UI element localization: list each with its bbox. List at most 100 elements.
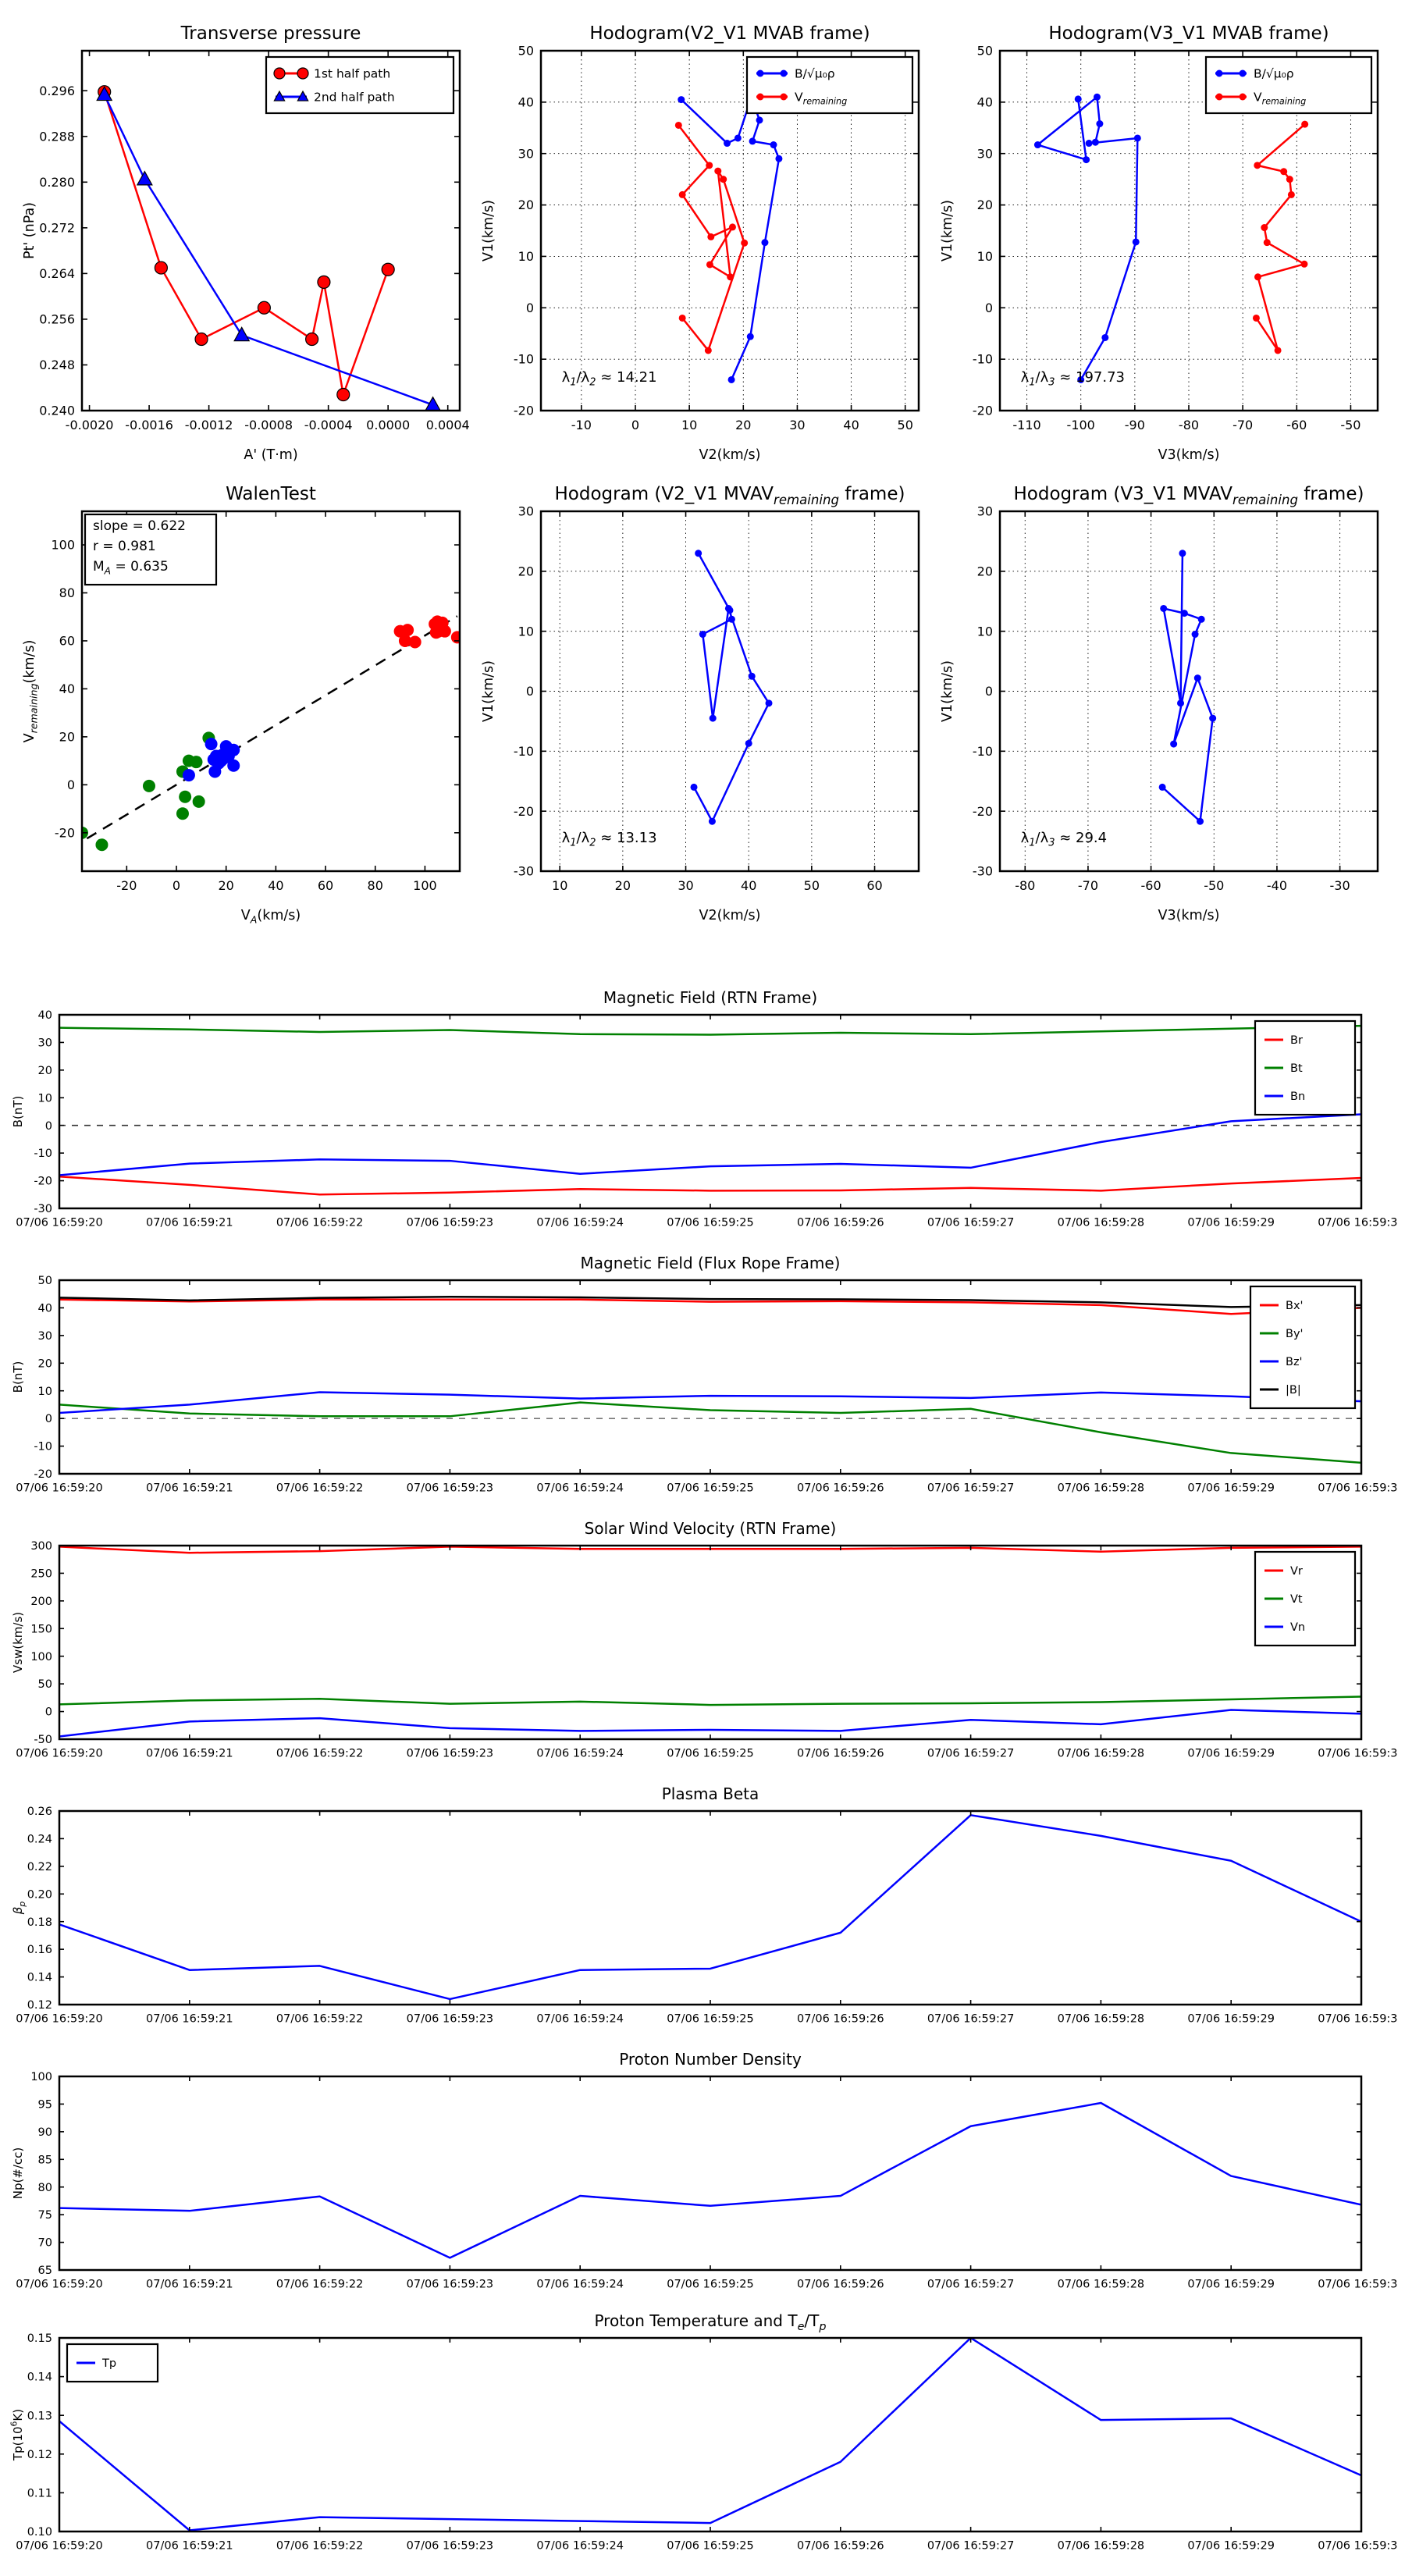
x-tick-label: 30: [789, 418, 805, 432]
y-tick-label: 50: [518, 44, 534, 59]
x-tick-label: -0.0008: [244, 418, 293, 432]
plasma-beta-chart: 07/06 16:59:20 07/06 16:59:21 07/06 16:59:…: [8, 1781, 1405, 2042]
y-tick-label: -30: [973, 864, 993, 879]
chart-title: WalenTest: [226, 484, 316, 504]
x-tick-label: 07/06 16:59:27: [927, 2540, 1015, 2553]
y-tick-label: 0.240: [39, 404, 75, 418]
y-tick-label: 20: [59, 729, 75, 744]
y-tick-label: 200: [30, 1596, 52, 1608]
x-tick-label: 07/06 16:59:20: [16, 2279, 103, 2291]
solar-wind-velocity-chart: 07/06 16:59:20 07/06 16:59:21 07/06 16:59:…: [8, 1516, 1405, 1777]
legend-label: Vremaining: [1254, 90, 1306, 106]
y-tick-label: -20: [34, 1468, 52, 1481]
series-2nd half path: [96, 86, 441, 411]
legend: Br Bt Bn: [1254, 1019, 1357, 1116]
proton-density-svg: 07/06 16:59:20 07/06 16:59:21 07/06 16:59:…: [8, 2047, 1405, 2304]
y-tick-label: 0.16: [27, 1944, 52, 1956]
x-tick-label: -0.0004: [304, 418, 353, 432]
hodogram-v3v1-mvab-svg: -110 -100 -90 -80 -70 -60 -50-20-1001020304050…: [937, 12, 1390, 468]
y-tick-label: 75: [38, 2209, 52, 2222]
y-tick-label: 0.280: [39, 175, 75, 190]
y-tick-label: 65: [38, 2265, 52, 2277]
y-tick-label: 0.20: [27, 1888, 52, 1901]
x-tick-label: 10: [552, 878, 567, 893]
x-tick-label: 07/06 16:59:25: [667, 2013, 754, 2026]
lambda-annotation: λ1/λ3 ≈ 197.73: [1021, 369, 1125, 389]
x-axis-label: V2(km/s): [699, 447, 761, 463]
chart-title: Plasma Beta: [662, 1784, 759, 1803]
chart-title: Magnetic Field (RTN Frame): [603, 988, 817, 1007]
legend: Tp: [66, 2343, 159, 2383]
magnetic-field-flux-rope-svg: 07/06 16:59:20 07/06 16:59:21 07/06 16:59:…: [8, 1251, 1405, 1508]
x-tick-label: 07/06 16:59:30: [1318, 2540, 1397, 2553]
x-tick-label: 60: [866, 878, 882, 893]
series-Np: [59, 2101, 1361, 2259]
y-tick-label: 100: [51, 538, 75, 553]
plasma-beta-svg: 07/06 16:59:20 07/06 16:59:21 07/06 16:59:…: [8, 1781, 1405, 2039]
y-tick-label: 10: [518, 624, 534, 639]
axis-ticks: [541, 511, 919, 872]
x-axis-label: A' (T·m): [244, 447, 297, 463]
series-Bz': [59, 1391, 1361, 1414]
x-tick-label: 07/06 16:59:26: [797, 2013, 884, 2026]
y-axis-label: βp: [11, 1902, 27, 1916]
axis-ticks: [59, 1279, 1362, 1475]
x-tick-label: 07/06 16:59:22: [276, 1482, 364, 1495]
hodogram-v3v1-mvav-chart: -80 -70 -60 -50 -40 -30 -30 -20 -10 0 10 20 30 Hodogr…: [937, 472, 1390, 932]
legend-label: Bx': [1286, 1300, 1304, 1312]
x-tick-label: 07/06 16:59:23: [407, 2013, 494, 2026]
legend-label: Tp: [101, 2357, 116, 2370]
axis-ticks: [59, 1810, 1362, 2005]
lambda-annotation: λ1/λ2 ≈ 13.13: [562, 830, 657, 849]
x-tick-label: 20: [735, 418, 751, 432]
y-tick-label: 20: [518, 197, 534, 212]
legend: Vr Vt Vn: [1254, 1550, 1357, 1647]
y-tick-label: 80: [59, 585, 75, 600]
y-axis-label: V1(km/s): [481, 200, 496, 262]
x-tick-label: 07/06 16:59:28: [1058, 1482, 1145, 1495]
y-tick-label: 30: [38, 1037, 52, 1050]
y-tick-label: 30: [977, 504, 993, 519]
x-tick-label: 07/06 16:59:22: [276, 1748, 364, 1760]
legend-label: B/√μ₀ρ: [1254, 66, 1294, 80]
y-tick-label: 10: [977, 249, 993, 264]
x-tick-label: 50: [804, 878, 820, 893]
x-tick-label: 07/06 16:59:28: [1058, 2013, 1145, 2026]
x-tick-label: -90: [1125, 418, 1145, 432]
x-tick-label: 07/06 16:59:29: [1187, 2540, 1275, 2553]
y-tick-label: -20: [973, 404, 993, 418]
x-tick-label: 07/06 16:59:27: [927, 2279, 1015, 2291]
y-tick-label: -30: [514, 864, 534, 879]
x-tick-label: 07/06 16:59:23: [407, 1748, 494, 1760]
hodogram-v3v1-mvab-chart: -110 -100 -90 -80 -70 -60 -50 -20 -10 0 10 20 30 40 50…: [937, 12, 1390, 471]
x-tick-label: 07/06 16:59:22: [276, 1217, 364, 1229]
y-tick-label: 40: [518, 94, 534, 109]
x-tick-label: -30: [1330, 878, 1350, 893]
legend-label: By': [1286, 1328, 1304, 1340]
y-tick-label: 20: [518, 564, 534, 578]
x-tick-label: 07/06 16:59:23: [407, 2279, 494, 2291]
x-axis-label: V3(km/s): [1158, 908, 1220, 923]
y-tick-label: 70: [38, 2237, 52, 2250]
y-tick-label: -10: [973, 744, 993, 759]
legend-label: 2nd half path: [314, 90, 395, 104]
x-tick-label: -40: [1267, 878, 1287, 893]
x-tick-label: -10: [571, 418, 592, 432]
y-axis-label: V1(km/s): [481, 660, 496, 722]
y-tick-label: 150: [30, 1623, 52, 1635]
axis-ticks: [59, 1014, 1362, 1209]
x-tick-label: 07/06 16:59:24: [536, 2540, 624, 2553]
x-tick-label: 07/06 16:59:28: [1058, 2279, 1145, 2291]
x-tick-label: 07/06 16:59:27: [927, 1217, 1015, 1229]
x-tick-label: 40: [843, 418, 859, 432]
x-tick-label: -70: [1078, 878, 1098, 893]
x-tick-label: 40: [741, 878, 756, 893]
x-tick-label: 07/06 16:59:20: [16, 1748, 103, 1760]
y-tick-label: 30: [518, 146, 534, 161]
transverse-pressure-chart: -0.0020 -0.0016 -0.0012 -0.0008 -0.0004 0.000…: [20, 12, 472, 471]
axis-ticks: [1000, 511, 1378, 872]
x-tick-label: -60: [1141, 878, 1161, 893]
axis-ticks: [82, 511, 460, 871]
y-tick-label: 20: [977, 564, 993, 578]
